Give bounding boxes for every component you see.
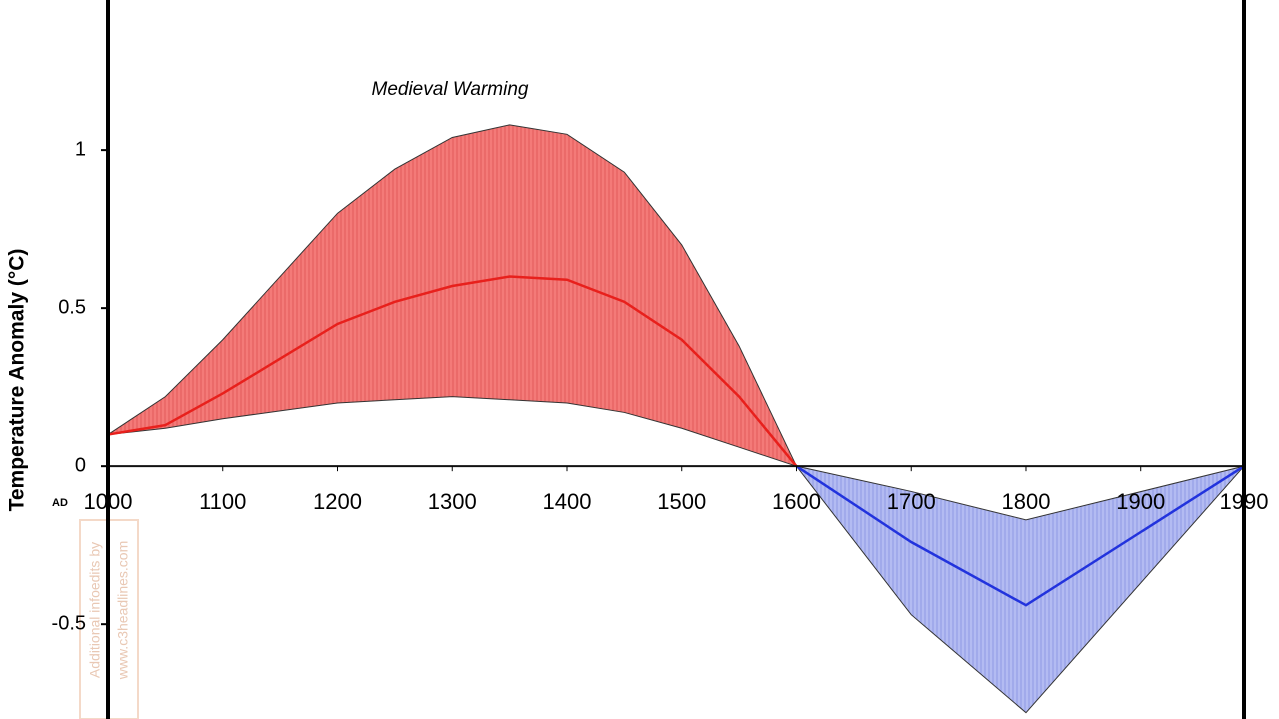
mean-line <box>795 465 1245 607</box>
x-prefix: AD <box>52 497 68 509</box>
band-lower <box>796 465 1245 714</box>
x-tick-label: 1500 <box>657 489 706 514</box>
x-tick-label: 1900 <box>1116 489 1165 514</box>
y-tick-label: 1 <box>75 138 86 160</box>
x-tick-label: 1400 <box>543 489 592 514</box>
mean-line <box>107 275 798 467</box>
band-lower <box>107 396 797 467</box>
watermark: Additional infoedits by <box>87 542 103 678</box>
x-tick-label: 1000 <box>84 489 133 514</box>
y-tick-label: 0 <box>75 454 86 476</box>
y-tick-label: 0.5 <box>58 296 86 318</box>
annotation: Medieval Warming <box>372 79 529 100</box>
y-tick-label: 1.5 <box>58 0 86 2</box>
x-tick-label: 1200 <box>313 489 362 514</box>
band-upper <box>796 465 1245 521</box>
x-tick-label: 1700 <box>887 489 936 514</box>
x-tick-label: 1100 <box>199 489 246 514</box>
band-upper <box>107 124 797 467</box>
band-area <box>108 124 797 467</box>
band-area <box>796 466 1244 713</box>
y-axis-label: Temperature Anomaly (°C) <box>6 249 29 512</box>
x-tick-label: 1800 <box>1002 489 1051 514</box>
x-tick-label: 1600 <box>772 489 821 514</box>
x-tick-label: 1300 <box>428 489 477 514</box>
x-tick-label: 1990 <box>1220 489 1269 514</box>
watermark: www.c3headlines.com <box>115 541 131 681</box>
y-tick-label: -0.5 <box>52 612 86 634</box>
